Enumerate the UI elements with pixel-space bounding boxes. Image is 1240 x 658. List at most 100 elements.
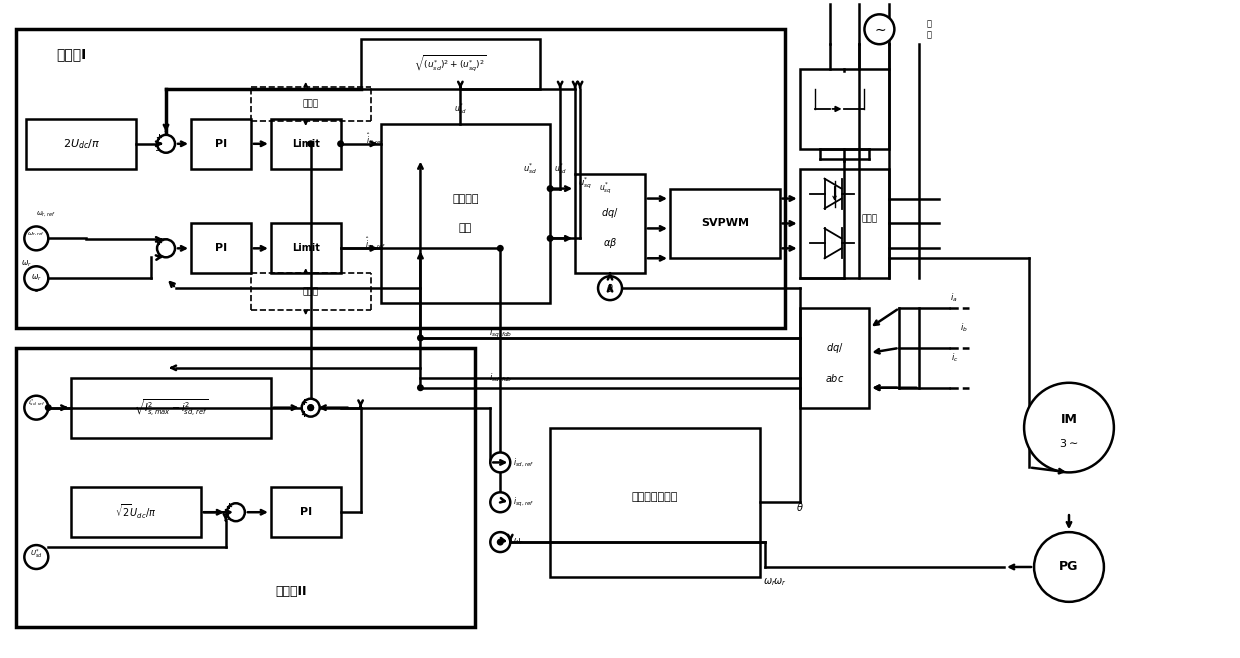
Text: $dq/$: $dq/$ [601,207,619,220]
Circle shape [308,404,314,411]
Text: +: + [155,238,162,247]
Text: $\omega_r$: $\omega_r$ [773,576,786,588]
Bar [575,174,645,273]
Text: $i_b$: $i_b$ [960,322,968,334]
Bar [670,189,780,259]
Circle shape [157,240,175,257]
Circle shape [1024,383,1114,472]
Text: +: + [300,410,308,419]
Text: IM: IM [1060,413,1078,426]
Bar [800,168,889,278]
Bar [551,428,760,577]
Text: $\omega_{r,ref}$: $\omega_{r,ref}$ [27,231,45,238]
Circle shape [308,404,314,411]
Text: $U_{sd}^{*}$: $U_{sd}^{*}$ [30,547,42,561]
Text: $i_{sq,ref}$: $i_{sq,ref}$ [513,495,534,509]
Text: 转子磁链角计算: 转子磁链角计算 [631,492,678,502]
Bar [71,378,270,438]
Text: $\theta$: $\theta$ [796,501,804,513]
Text: $-$: $-$ [155,249,164,259]
Circle shape [157,135,175,153]
Circle shape [417,334,424,342]
Circle shape [45,404,52,411]
Text: $u_{sd}^{*}$: $u_{sd}^{*}$ [523,161,537,176]
Text: $abc$: $abc$ [825,372,844,384]
Bar [270,224,341,273]
Text: $\sqrt{I_{s,max}^{2}-i_{sd,ref}^{2}}$: $\sqrt{I_{s,max}^{2}-i_{sd,ref}^{2}}$ [134,397,208,418]
Text: $\omega_r$: $\omega_r$ [31,273,42,284]
Circle shape [490,532,510,552]
Circle shape [864,14,894,44]
Circle shape [227,503,244,521]
Text: 复矢量调: 复矢量调 [453,193,479,203]
Text: 节器: 节器 [459,224,472,234]
Text: $\sqrt{(u_{sd}^{*})^{2}+(u_{sq}^{*})^{2}}$: $\sqrt{(u_{sd}^{*})^{2}+(u_{sq}^{*})^{2}… [414,54,487,74]
Text: $u_{sq}^{*}$: $u_{sq}^{*}$ [599,181,611,196]
Text: $dq/$: $dq/$ [826,341,843,355]
Bar [270,488,341,537]
Text: $u_{sd}^{*}$: $u_{sd}^{*}$ [454,101,467,116]
Text: $\sim$: $\sim$ [872,22,887,36]
Bar [191,119,250,168]
Text: $\omega_r$: $\omega_r$ [21,258,32,268]
Circle shape [490,492,510,512]
Text: SVPWM: SVPWM [701,218,749,228]
Circle shape [497,539,503,545]
Text: $-$: $-$ [155,143,164,154]
Text: 抗饱和: 抗饱和 [303,99,319,109]
Circle shape [308,140,314,147]
Text: $u_{sd}^{*}$: $u_{sd}^{*}$ [553,161,567,176]
Text: $i_{sd,ref}$: $i_{sd,ref}$ [513,456,534,468]
Text: PG: PG [1059,561,1079,574]
Text: 控制器I: 控制器I [56,47,87,61]
Circle shape [337,140,345,147]
Text: $i_c$: $i_c$ [951,351,959,364]
Text: $i_{sq,fdb}$: $i_{sq,fdb}$ [489,326,512,340]
Circle shape [301,399,320,417]
Circle shape [497,245,503,252]
Bar [800,69,889,149]
Bar [16,348,475,626]
Circle shape [25,266,48,290]
Bar [16,29,785,328]
Text: PI: PI [215,243,227,253]
Circle shape [417,384,424,392]
Text: Limit: Limit [291,139,320,149]
Text: 逆变器: 逆变器 [862,214,878,223]
Text: 控制器II: 控制器II [275,586,306,598]
Circle shape [25,226,48,250]
Text: PI: PI [215,139,227,149]
Circle shape [25,395,48,420]
Circle shape [1034,532,1104,602]
Text: +: + [226,502,232,511]
Text: +: + [155,134,162,142]
Text: $\hat{i}_{d,ref}$: $\hat{i}_{d,ref}$ [366,131,384,147]
Bar [71,488,201,537]
Text: +: + [300,398,308,407]
Text: $\sqrt{2}U_{dc}/\pi$: $\sqrt{2}U_{dc}/\pi$ [115,503,156,521]
Bar [381,124,551,303]
Text: $\theta$: $\theta$ [606,282,614,294]
Bar [26,119,136,168]
Text: $\hat{i}_{sq,ref}$: $\hat{i}_{sq,ref}$ [365,235,386,251]
Text: $u_{sq}^{*}$: $u_{sq}^{*}$ [578,176,591,191]
Text: $3\sim$: $3\sim$ [1059,436,1079,449]
Text: $i_{sd,ref}^{*}$: $i_{sd,ref}^{*}$ [27,397,45,408]
Text: $\omega_{r,ref}$: $\omega_{r,ref}$ [36,209,56,218]
Circle shape [547,235,553,242]
Text: Limit: Limit [291,243,320,253]
Bar [191,224,250,273]
Bar [361,39,541,89]
Text: $\omega_r$: $\omega_r$ [513,537,525,547]
Text: $\alpha\beta$: $\alpha\beta$ [603,236,618,250]
Text: 抗饱和: 抗饱和 [303,288,319,297]
Circle shape [25,545,48,569]
Bar [270,119,341,168]
Text: $i_a$: $i_a$ [951,292,959,305]
Text: $2U_{dc}/\pi$: $2U_{dc}/\pi$ [62,137,100,151]
Text: $\omega_r$: $\omega_r$ [763,576,776,588]
Circle shape [547,185,553,192]
Circle shape [598,276,622,300]
Bar [800,308,869,408]
Text: 电
源: 电 源 [926,20,931,39]
